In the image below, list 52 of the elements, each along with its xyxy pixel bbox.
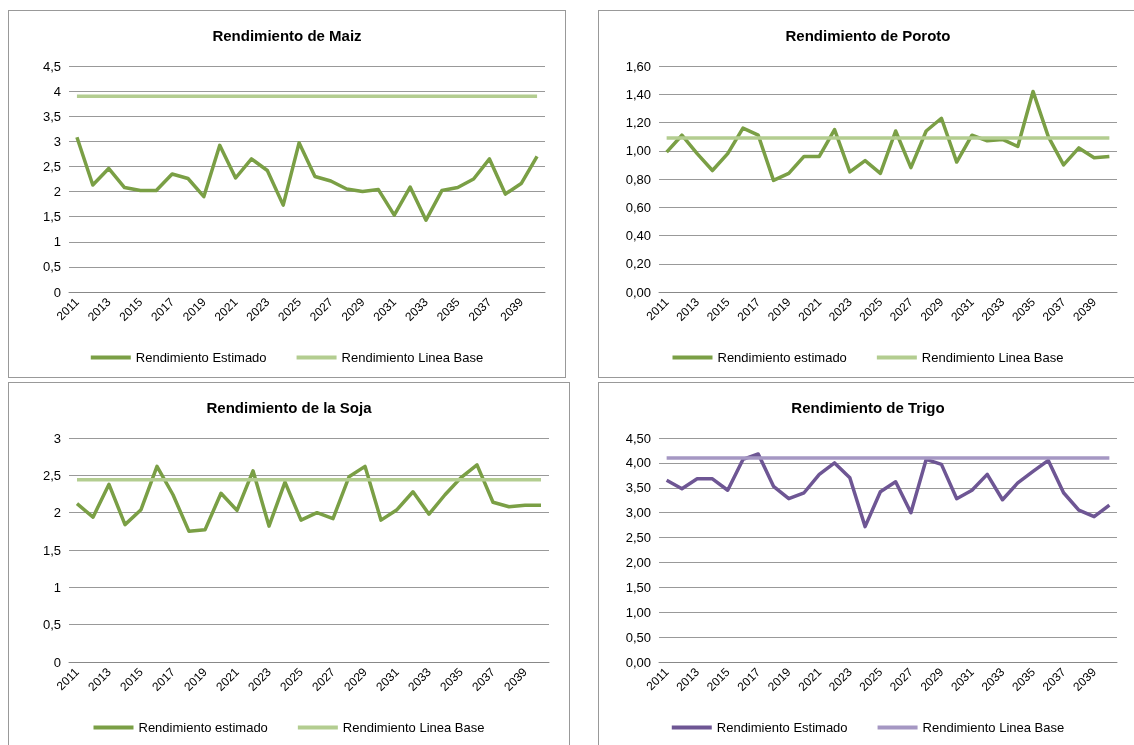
y-tick-label: 0,00 xyxy=(625,654,651,670)
y-tick-label: 0,50 xyxy=(625,629,651,645)
chart-title: Rendimiento de Trigo xyxy=(791,399,945,416)
line-series xyxy=(75,463,543,534)
y-tick-label: 0 xyxy=(53,654,61,670)
y-tick-label: 4,5 xyxy=(42,58,61,74)
y-tick-label: 1,00 xyxy=(625,604,651,620)
line-series xyxy=(75,135,539,222)
y-tick-label: 2 xyxy=(53,184,61,200)
y-tick-label: 0,20 xyxy=(625,256,651,272)
y-tick-label: 0,60 xyxy=(625,199,651,215)
chart-title: Rendimiento de la Soja xyxy=(206,399,373,416)
line-series xyxy=(664,89,1112,183)
legend-label: Rendimiento estimado xyxy=(717,350,847,365)
y-tick-label: 2 xyxy=(53,505,61,521)
legend-label: Rendimiento Linea Base xyxy=(341,350,484,365)
y-tick-label: 2,50 xyxy=(625,530,651,546)
chart-title: Rendimiento de Maiz xyxy=(212,27,362,44)
chart-title: Rendimiento de Poroto xyxy=(785,27,951,44)
y-tick-label: 3,5 xyxy=(42,108,61,124)
legend-label: Rendimiento Linea Base xyxy=(342,720,485,735)
y-tick-label: 0,40 xyxy=(625,228,651,243)
y-tick-label: 1,5 xyxy=(42,542,61,558)
legend-label: Rendimiento Estimado xyxy=(135,350,267,365)
legend-label: Rendimiento Estimado xyxy=(716,720,848,735)
y-tick-label: 3 xyxy=(53,430,61,446)
y-tick-label: 1,20 xyxy=(625,115,651,130)
y-tick-label: 0,5 xyxy=(42,617,61,633)
y-tick-label: 2,00 xyxy=(625,554,651,570)
y-tick-label: 1,50 xyxy=(625,579,651,595)
y-tick-label: 4,00 xyxy=(625,455,651,471)
y-tick-label: 0 xyxy=(53,284,61,300)
y-tick-label: 4,50 xyxy=(625,430,651,446)
y-tick-label: 3,50 xyxy=(625,480,651,496)
y-tick-label: 1 xyxy=(53,579,61,595)
y-tick-label: 0,00 xyxy=(625,284,651,300)
line-series xyxy=(664,452,1112,529)
y-tick-label: 3,00 xyxy=(625,505,651,521)
y-tick-label: 2,5 xyxy=(42,467,61,483)
legend-label: Rendimiento Linea Base xyxy=(921,350,1064,365)
legend-label: Rendimiento Linea Base xyxy=(922,720,1065,735)
y-tick-label: 1 xyxy=(53,234,61,250)
y-tick-label: 2,5 xyxy=(42,158,61,174)
y-tick-label: 3 xyxy=(53,133,61,149)
y-tick-label: 0,80 xyxy=(625,171,651,187)
y-tick-label: 1,00 xyxy=(625,143,651,159)
y-tick-label: 0,5 xyxy=(42,259,61,275)
y-tick-label: 4 xyxy=(53,83,61,99)
y-tick-label: 1,5 xyxy=(42,209,61,225)
legend-label: Rendimiento estimado xyxy=(138,720,268,735)
y-tick-label: 1,60 xyxy=(625,58,651,74)
y-tick-label: 1,40 xyxy=(625,86,651,102)
